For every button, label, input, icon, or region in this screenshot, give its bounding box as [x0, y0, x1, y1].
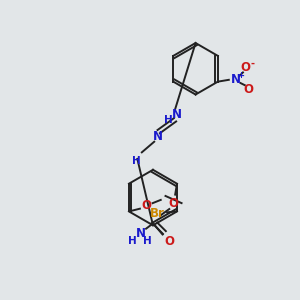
- Text: N: N: [172, 108, 182, 121]
- Text: +: +: [237, 71, 244, 80]
- Text: N: N: [136, 227, 146, 240]
- Text: O: O: [142, 199, 152, 212]
- Text: H: H: [143, 236, 152, 246]
- Text: H: H: [164, 115, 173, 125]
- Text: O: O: [168, 197, 178, 210]
- Text: H: H: [132, 156, 140, 166]
- Text: -: -: [250, 59, 255, 69]
- Text: O: O: [164, 235, 174, 248]
- Text: Br: Br: [150, 207, 165, 220]
- Text: N: N: [153, 130, 163, 142]
- Text: O: O: [241, 61, 250, 74]
- Text: N: N: [231, 73, 241, 86]
- Text: O: O: [244, 83, 254, 96]
- Text: H: H: [128, 236, 137, 246]
